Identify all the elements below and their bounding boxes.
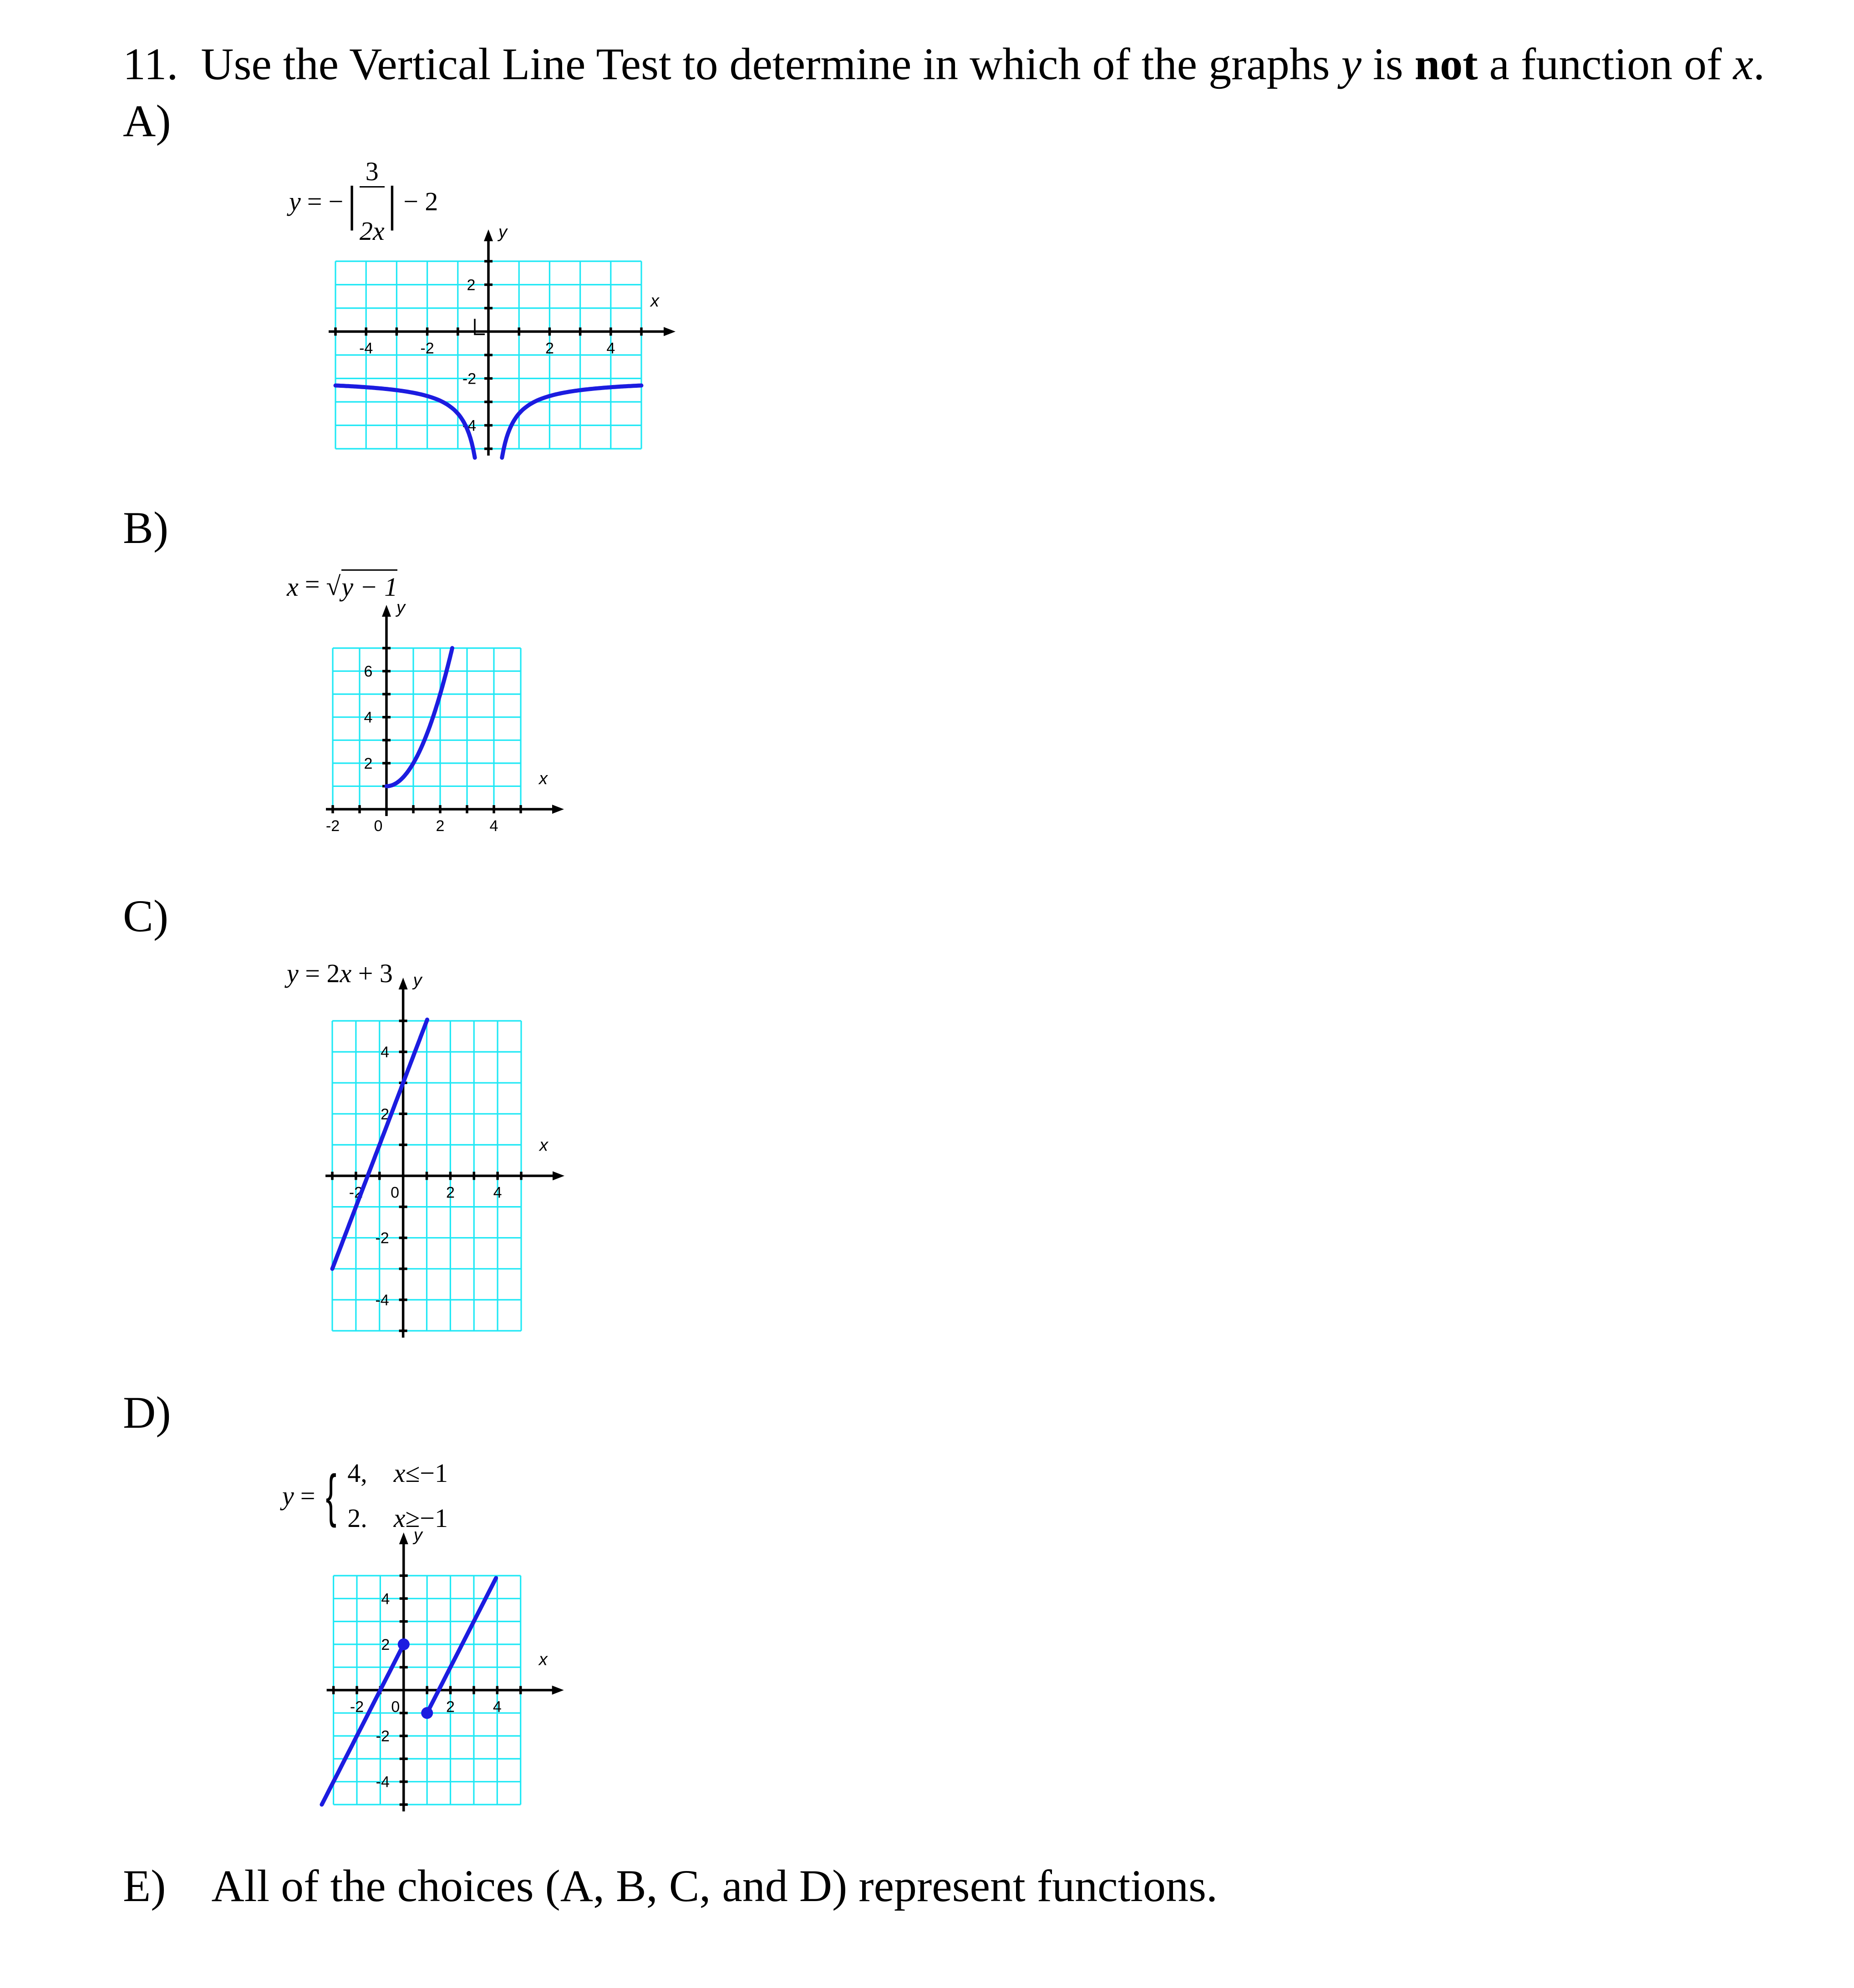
svg-text:4: 4 (493, 1699, 502, 1716)
svg-text:y: y (412, 1526, 423, 1545)
svg-text:x: x (538, 1650, 549, 1669)
svg-text:-2: -2 (376, 1728, 390, 1745)
svg-text:-4: -4 (376, 1774, 390, 1791)
svg-text:2: 2 (446, 1699, 455, 1716)
svg-text:-2: -2 (350, 1699, 364, 1716)
svg-text:0: 0 (391, 1699, 400, 1716)
svg-text:4: 4 (381, 1590, 390, 1608)
svg-text:2: 2 (381, 1636, 390, 1653)
